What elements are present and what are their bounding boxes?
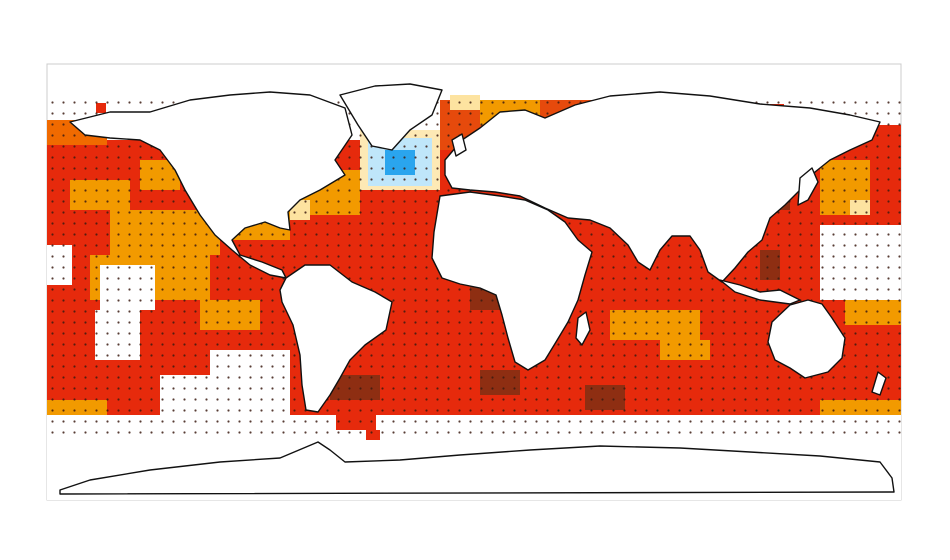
japan bbox=[797, 167, 819, 206]
north-america bbox=[69, 91, 353, 279]
south-america bbox=[279, 264, 393, 413]
eurasia bbox=[444, 91, 881, 283]
antarctica bbox=[59, 441, 895, 495]
greenland bbox=[339, 83, 443, 151]
continents bbox=[59, 83, 895, 495]
africa bbox=[431, 191, 593, 371]
madagascar bbox=[575, 311, 591, 346]
australia bbox=[767, 299, 846, 379]
british-isles bbox=[451, 133, 467, 157]
indonesia bbox=[719, 279, 801, 305]
new-zealand bbox=[871, 371, 887, 396]
